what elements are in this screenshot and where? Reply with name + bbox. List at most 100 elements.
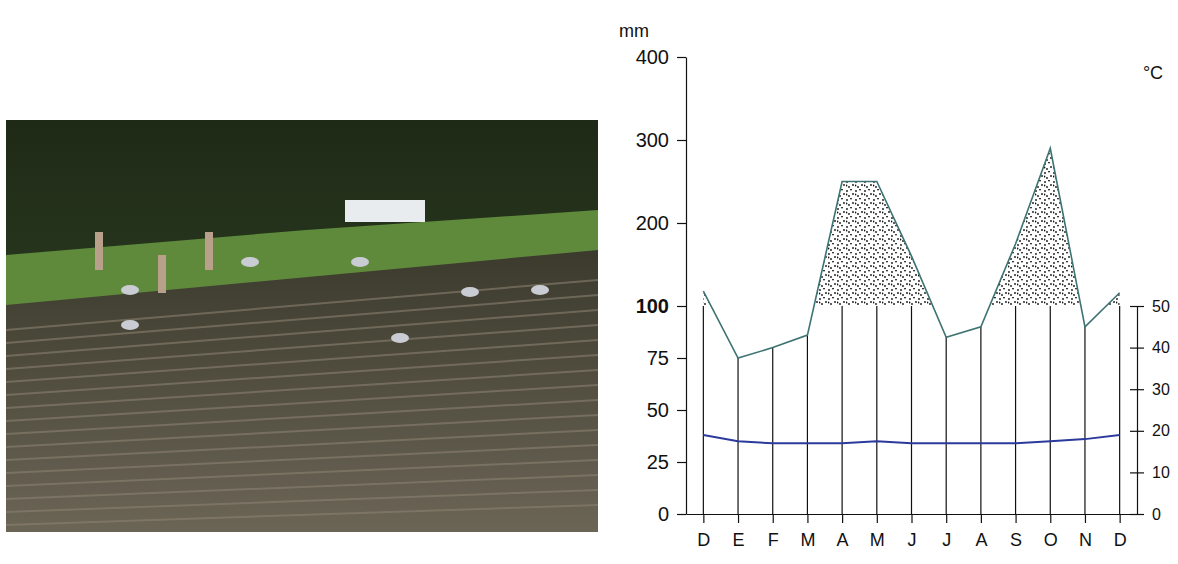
x-tick: O: [1044, 514, 1058, 550]
photo-bag: [121, 285, 139, 295]
y2-axis: 01020304050: [1130, 298, 1170, 523]
photo-furrow: [6, 475, 598, 499]
y-tick: 50: [647, 399, 686, 421]
y2-axis-title: °C: [1143, 63, 1163, 83]
y-tick-label: 200: [636, 212, 669, 234]
x-tick-mark: [1085, 514, 1086, 523]
x-tick-mark: [911, 514, 912, 523]
x-tick-label: D: [1114, 530, 1127, 550]
perhumid-area: [703, 148, 1119, 306]
y2-tick: 20: [1130, 422, 1170, 439]
hatch-line: [842, 306, 843, 514]
x-tick: J: [942, 514, 951, 550]
photo-furrow: [6, 460, 598, 486]
y-tick: 400: [636, 46, 686, 68]
photo-person: [158, 255, 166, 293]
x-tick: D: [697, 514, 710, 550]
precipitation-line: [703, 148, 1119, 358]
y-tick: 300: [636, 129, 686, 151]
photo-person: [205, 232, 213, 270]
y-tick-label: 100: [636, 295, 669, 317]
hatch-line: [980, 327, 981, 514]
x-tick-mark: [703, 514, 704, 523]
photo-bag: [531, 285, 549, 295]
hatch-line: [1119, 306, 1120, 514]
y-tick: 75: [647, 347, 686, 369]
hatch-group: [703, 306, 1119, 514]
x-tick: E: [733, 514, 745, 550]
y-tick-label: 0: [658, 503, 669, 525]
y-tick-mark: [677, 462, 686, 463]
x-tick: D: [1114, 514, 1127, 550]
photo-furrow: [6, 415, 598, 447]
photo-furrow: [6, 505, 598, 525]
y2-tick-label: 10: [1152, 464, 1170, 481]
hatch-line: [737, 358, 738, 514]
x-tick: S: [1010, 514, 1022, 550]
y2-tick-mark: [1130, 431, 1144, 432]
axis-line: [1137, 307, 1138, 515]
x-tick-label: S: [1010, 530, 1022, 550]
y2-tick-label: 30: [1152, 381, 1170, 398]
y-tick-label: 75: [647, 347, 669, 369]
y-tick-label: 300: [636, 129, 669, 151]
y2-tick-mark: [1130, 472, 1144, 473]
y2-tick-mark: [1130, 389, 1144, 390]
hatch-line: [703, 306, 704, 514]
photo-bag: [121, 320, 139, 330]
hatch-line: [807, 335, 808, 514]
photo-bag: [351, 257, 369, 267]
x-tick-mark: [877, 514, 878, 523]
x-tick-mark: [981, 514, 982, 523]
y-tick: 0: [658, 503, 686, 525]
photo-bag: [241, 257, 259, 267]
x-tick-label: M: [800, 530, 815, 550]
y2-tick-mark: [1130, 348, 1144, 349]
hatch-line: [1050, 306, 1051, 514]
humid-area-group: [703, 148, 1119, 306]
x-tick: M: [870, 514, 885, 550]
photo-furrow: [6, 445, 598, 473]
y-tick-mark: [677, 306, 686, 307]
photo-bag: [391, 333, 409, 343]
x-tick-label: E: [733, 530, 745, 550]
photo-furrow: [6, 280, 598, 330]
y-tick: 200: [636, 212, 686, 234]
x-tick-mark: [946, 514, 947, 523]
hatch-line: [1015, 306, 1016, 514]
y-axis: 0 25 50 75 100 200 300 400: [636, 46, 687, 525]
x-axis: DEFMAMJJASOND: [687, 514, 1138, 550]
y2-tick: 10: [1130, 464, 1170, 481]
photo-soil: [6, 250, 598, 532]
y-tick-mark: [677, 358, 686, 359]
y-tick-mark: [677, 410, 686, 411]
y2-tick: 50: [1130, 298, 1170, 315]
x-tick: J: [908, 514, 917, 550]
photo: [6, 120, 598, 532]
y-tick-mark: [677, 57, 686, 58]
x-tick-label: J: [908, 530, 917, 550]
y-tick-label: 400: [636, 46, 669, 68]
y-tick-mark: [677, 514, 686, 515]
y2-tick-mark: [1130, 306, 1144, 307]
photo-furrow: [6, 385, 598, 421]
x-tick-mark: [1120, 514, 1121, 523]
x-tick: M: [800, 514, 815, 550]
figure: 025507510020030040001020304050DEFMAMJJAS…: [0, 0, 1178, 564]
x-tick-label: A: [837, 530, 849, 550]
x-tick-mark: [738, 514, 739, 523]
y-axis-title: mm: [619, 21, 649, 41]
x-tick: A: [837, 514, 849, 550]
x-tick-label: A: [975, 530, 987, 550]
x-tick-label: O: [1044, 530, 1058, 550]
y2-tick-label: 50: [1152, 298, 1170, 315]
y-tick-mark: [677, 223, 686, 224]
y2-tick: 30: [1130, 381, 1170, 398]
photo-furrow: [6, 430, 598, 460]
hatch-line: [1084, 327, 1085, 514]
hatch-line: [946, 337, 947, 514]
photo-bag: [461, 287, 479, 297]
y-tick-label: 25: [647, 451, 669, 473]
temperature-line: [703, 435, 1119, 443]
x-tick-mark: [1050, 514, 1051, 523]
